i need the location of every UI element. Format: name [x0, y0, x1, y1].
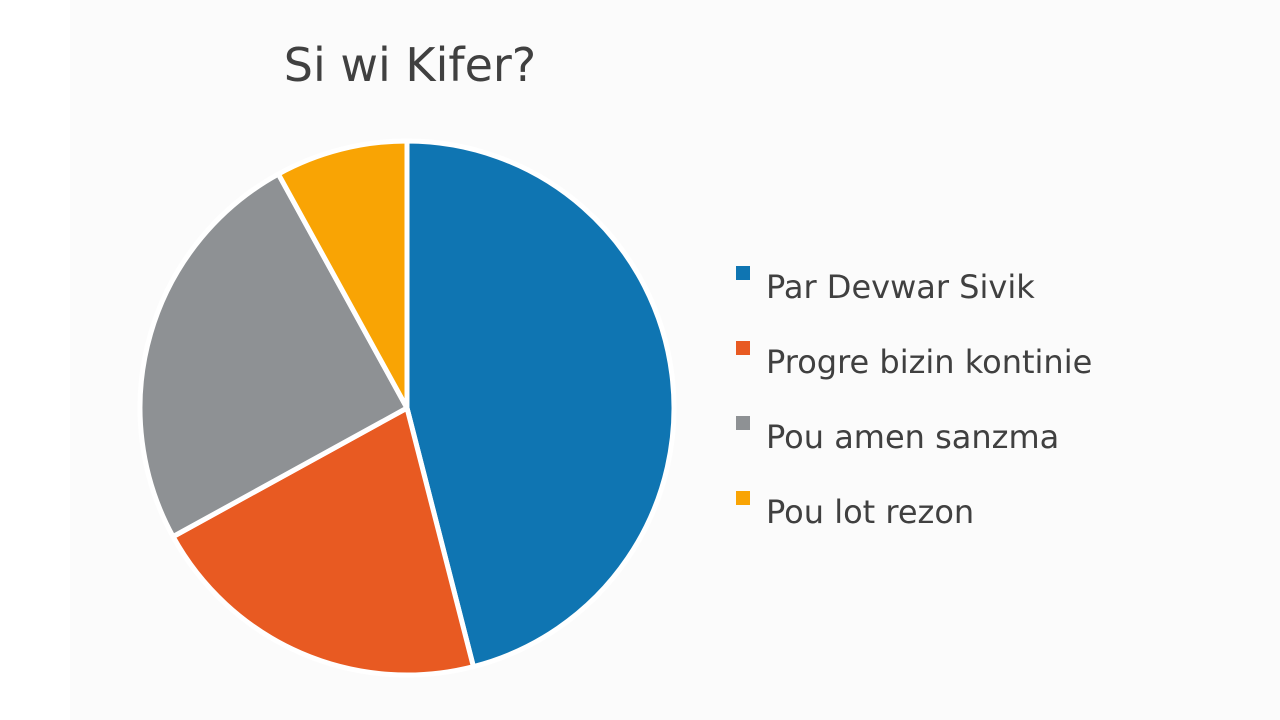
pie-slice-3	[275, 138, 410, 411]
chart-title: Si wi Kifer?	[283, 38, 537, 92]
legend-swatch	[736, 416, 750, 430]
legend-label: Pou amen sanzma	[766, 418, 1060, 456]
legend-swatch	[736, 491, 750, 505]
pie-slice-2	[137, 171, 410, 540]
legend-label: Pou lot rezon	[766, 493, 975, 531]
legend-swatch	[736, 341, 750, 355]
legend-swatch	[736, 266, 750, 280]
pie-slice-0	[404, 138, 677, 670]
pie-slice-1	[170, 405, 476, 678]
legend-label: Par Devwar Sivik	[766, 268, 1035, 306]
legend-label: Progre bizin kontinie	[766, 343, 1093, 381]
